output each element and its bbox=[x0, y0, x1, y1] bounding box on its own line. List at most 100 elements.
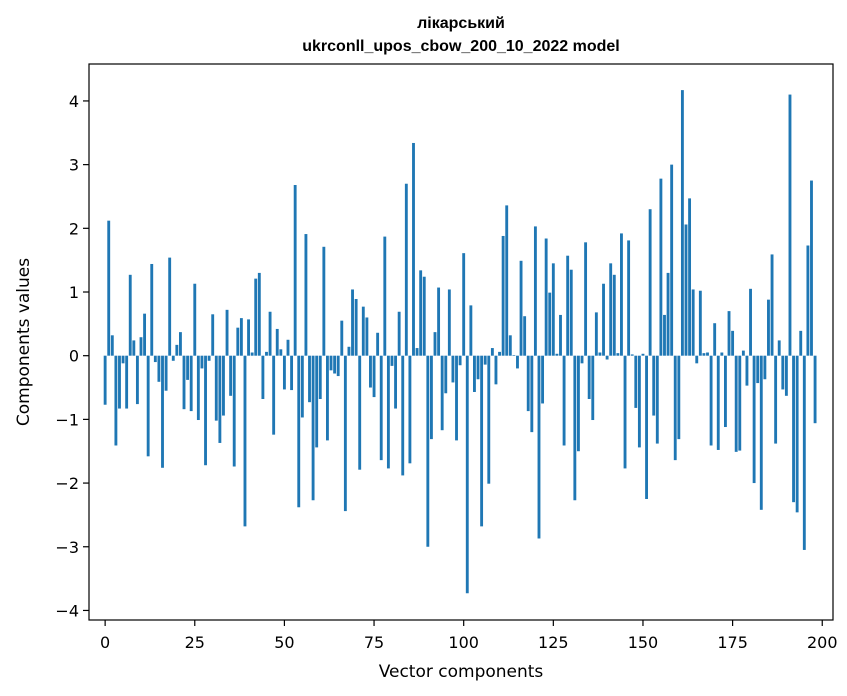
y-tick-label-2: −2 bbox=[55, 474, 79, 493]
bar-135 bbox=[587, 355, 591, 399]
y-tick-label-3: −1 bbox=[55, 410, 79, 429]
bar-128 bbox=[562, 355, 566, 446]
bar-185 bbox=[767, 299, 770, 356]
bar-164 bbox=[691, 289, 695, 356]
bar-160 bbox=[677, 355, 681, 440]
bar-103 bbox=[473, 355, 476, 392]
bar-76 bbox=[376, 332, 380, 356]
bar-16 bbox=[161, 355, 164, 468]
bar-70 bbox=[354, 299, 358, 356]
x-tick-label-0: 0 bbox=[100, 633, 110, 652]
bar-145 bbox=[623, 355, 627, 469]
bar-106 bbox=[483, 355, 487, 365]
bar-127 bbox=[559, 314, 562, 356]
bar-62 bbox=[326, 355, 329, 441]
bar-95 bbox=[444, 355, 448, 394]
bar-112 bbox=[505, 205, 509, 356]
bar-64 bbox=[333, 355, 337, 374]
bar-149 bbox=[637, 355, 641, 448]
bar-30 bbox=[211, 314, 215, 356]
bar-136 bbox=[591, 355, 595, 421]
bar-138 bbox=[598, 352, 602, 356]
bar-157 bbox=[666, 272, 670, 356]
bar-54 bbox=[297, 355, 301, 508]
bar-3 bbox=[114, 355, 118, 446]
bar-31 bbox=[214, 355, 218, 421]
bar-140 bbox=[605, 355, 609, 360]
bar-47 bbox=[272, 355, 276, 435]
bar-74 bbox=[369, 355, 372, 388]
bar-143 bbox=[616, 353, 620, 356]
bar-162 bbox=[684, 224, 688, 356]
bar-99 bbox=[458, 355, 462, 366]
bar-77 bbox=[379, 355, 383, 461]
bar-6 bbox=[125, 355, 129, 409]
bar-22 bbox=[182, 355, 186, 410]
bar-192 bbox=[792, 355, 795, 503]
bar-61 bbox=[322, 246, 326, 356]
x-tick-label-3: 75 bbox=[364, 633, 384, 652]
bar-133 bbox=[580, 355, 584, 364]
bar-87 bbox=[415, 348, 419, 356]
bar-43 bbox=[257, 272, 261, 356]
bar-0 bbox=[103, 355, 107, 405]
bar-23 bbox=[186, 355, 190, 380]
bar-68 bbox=[347, 346, 351, 356]
bar-88 bbox=[419, 270, 423, 356]
bar-129 bbox=[566, 255, 570, 356]
bar-17 bbox=[164, 355, 168, 391]
bar-131 bbox=[573, 355, 577, 501]
bar-73 bbox=[365, 317, 369, 356]
chart-title-line-1: лікарський bbox=[417, 15, 505, 32]
bar-148 bbox=[634, 355, 638, 408]
bar-191 bbox=[788, 94, 792, 356]
bar-71 bbox=[358, 355, 362, 470]
bar-52 bbox=[290, 355, 294, 391]
bar-25 bbox=[193, 283, 197, 356]
bar-101 bbox=[465, 355, 469, 594]
bar-15 bbox=[157, 355, 161, 382]
bar-150 bbox=[641, 353, 645, 356]
bar-80 bbox=[390, 355, 394, 366]
bar-163 bbox=[688, 198, 692, 356]
bar-36 bbox=[232, 355, 236, 467]
bar-115 bbox=[516, 355, 519, 369]
bar-152 bbox=[648, 209, 652, 356]
bar-198 bbox=[813, 355, 817, 424]
bar-125 bbox=[551, 263, 555, 356]
bar-series bbox=[103, 90, 817, 594]
bar-156 bbox=[663, 314, 666, 356]
bar-117 bbox=[523, 316, 527, 356]
bar-91 bbox=[429, 355, 433, 440]
bar-165 bbox=[695, 355, 699, 364]
bar-94 bbox=[440, 355, 444, 431]
bar-124 bbox=[548, 292, 552, 356]
x-tick-label-2: 50 bbox=[274, 633, 294, 652]
bar-50 bbox=[282, 355, 286, 390]
bar-109 bbox=[494, 355, 498, 385]
bar-144 bbox=[620, 233, 623, 356]
bar-63 bbox=[329, 355, 333, 371]
y-tick-label-5: 1 bbox=[69, 283, 79, 302]
bar-28 bbox=[204, 355, 207, 466]
bar-29 bbox=[207, 355, 211, 361]
bar-193 bbox=[795, 355, 799, 513]
bar-107 bbox=[487, 355, 491, 484]
bar-111 bbox=[501, 235, 505, 356]
bar-56 bbox=[304, 234, 308, 356]
bar-158 bbox=[670, 164, 674, 356]
bar-171 bbox=[716, 355, 720, 450]
bar-142 bbox=[612, 274, 616, 356]
bar-153 bbox=[652, 355, 656, 416]
bar-175 bbox=[731, 330, 735, 356]
bar-19 bbox=[171, 355, 175, 361]
bar-177 bbox=[738, 355, 742, 451]
bar-69 bbox=[351, 289, 354, 356]
bar-104 bbox=[476, 355, 480, 380]
bar-40 bbox=[247, 319, 250, 356]
bar-14 bbox=[153, 355, 157, 363]
bar-27 bbox=[200, 355, 204, 369]
bar-24 bbox=[189, 355, 193, 412]
bar-166 bbox=[698, 290, 702, 356]
